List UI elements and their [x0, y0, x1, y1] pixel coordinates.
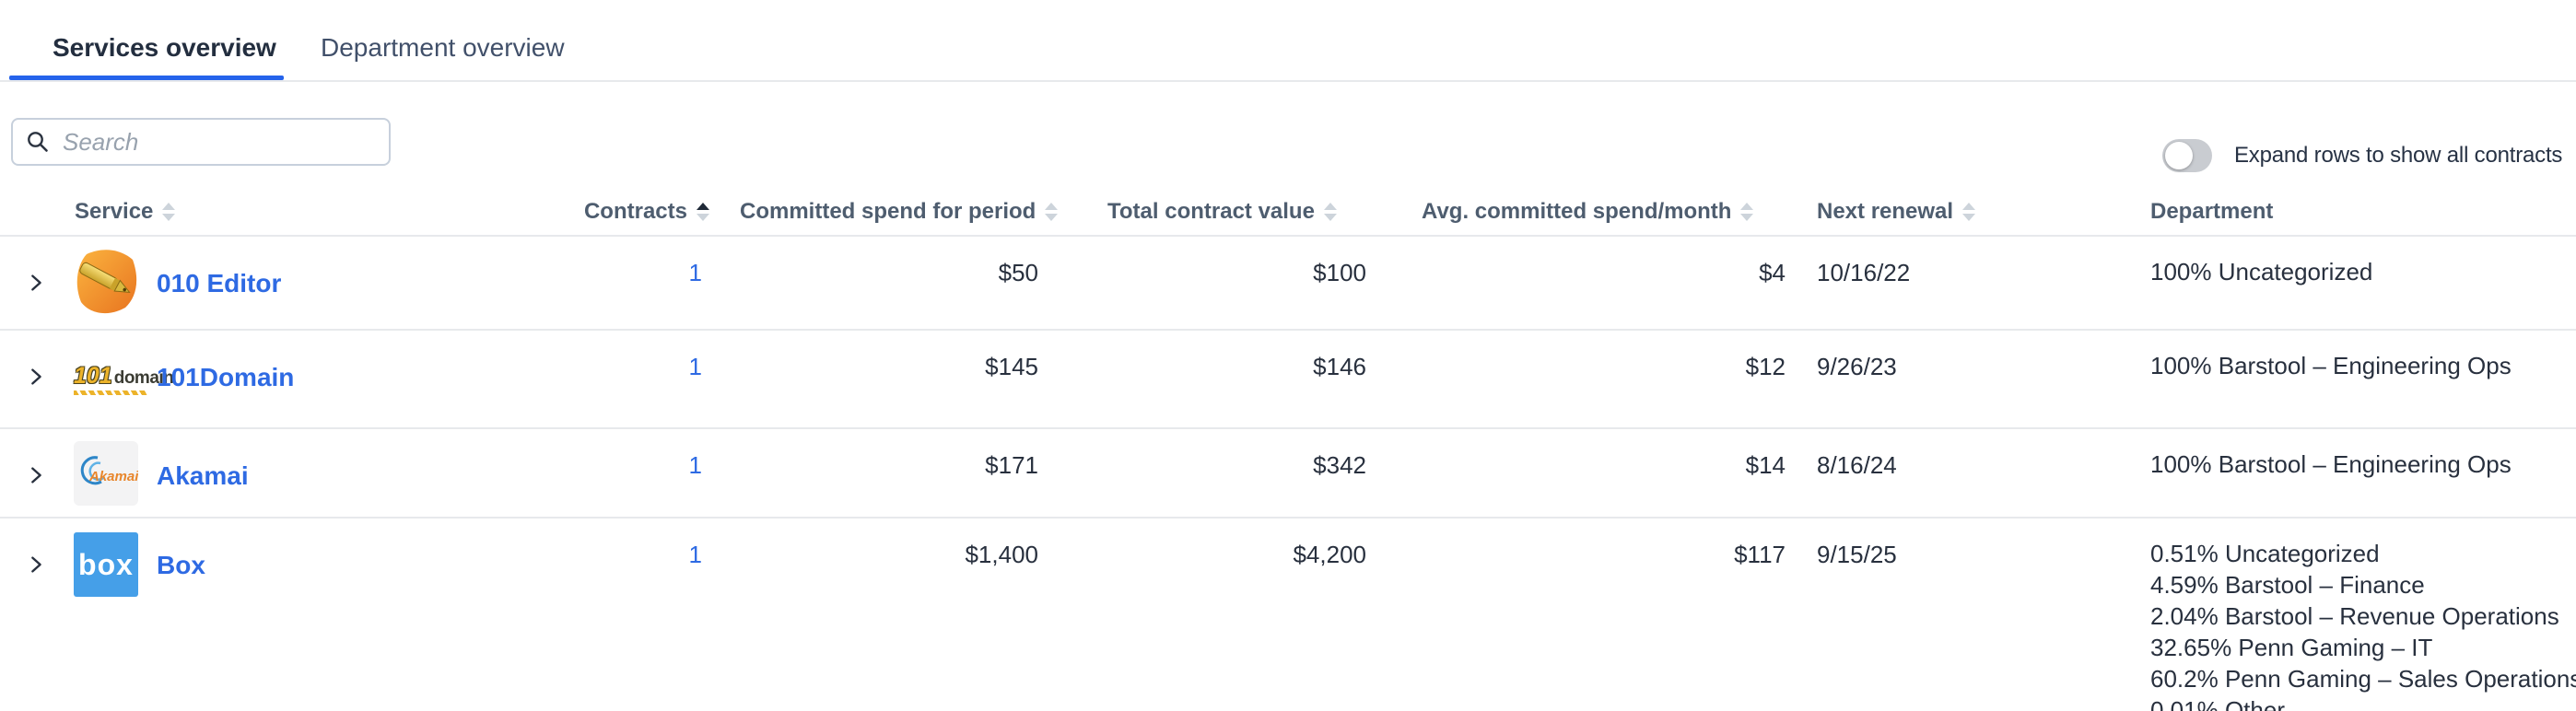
sort-icon[interactable] [1323, 203, 1337, 221]
department-line: 2.04% Barstool – Revenue Operations [2150, 602, 2559, 630]
department-line: 0.51% Uncategorized [2150, 540, 2380, 567]
tab-services-overview[interactable]: Services overview [53, 33, 276, 62]
logo-text: Akamai [88, 469, 138, 484]
contracts-count-link[interactable]: 1 [688, 353, 702, 380]
search-box[interactable] [11, 118, 391, 166]
committed-spend-value: $171 [985, 451, 1038, 479]
avg-spend-value: $4 [1759, 259, 1786, 286]
column-header-service[interactable]: Service [75, 189, 176, 235]
department-line: 4.59% Barstool – Finance [2150, 571, 2425, 599]
logo-text: domain [113, 368, 174, 388]
table-row: 101 domain 101Domain 1 $145 $146 $12 9/2… [0, 331, 2576, 429]
contracts-count-link[interactable]: 1 [688, 259, 702, 286]
search-icon [28, 132, 48, 152]
sort-icon[interactable] [1740, 203, 1754, 221]
sort-icon[interactable] [162, 203, 176, 221]
department-breakdown: 100% Uncategorized [2150, 256, 2372, 287]
column-header-next-renewal[interactable]: Next renewal [1817, 189, 1976, 235]
column-header-label: Avg. committed spend/month [1422, 199, 1732, 224]
department-line: 100% Barstool – Engineering Ops [2150, 450, 2512, 478]
toggle-knob [2165, 142, 2193, 169]
column-header-label: Committed spend for period [740, 199, 1036, 224]
total-contract-value: $100 [1313, 259, 1366, 286]
service-link[interactable]: Akamai [157, 461, 249, 490]
column-header-label: Department [2150, 199, 2274, 224]
column-header-avg-spend[interactable]: Avg. committed spend/month [1422, 189, 1754, 235]
contracts-count-link[interactable]: 1 [688, 451, 702, 479]
column-header-committed-spend[interactable]: Committed spend for period [740, 189, 1059, 235]
next-renewal-date: 9/15/25 [1817, 541, 1897, 568]
service-logo-akamai-icon: Akamai [74, 441, 138, 506]
department-breakdown: 0.51% Uncategorized 4.59% Barstool – Fin… [2150, 538, 2576, 711]
expand-chevron-icon[interactable] [26, 273, 46, 293]
search-input[interactable] [61, 126, 376, 157]
sort-icon-asc[interactable] [697, 203, 709, 221]
total-contract-value: $342 [1313, 451, 1366, 479]
column-header-label: Next renewal [1817, 199, 1954, 224]
logo-hatch-stripe [74, 390, 147, 395]
tab-department-overview[interactable]: Department overview [321, 33, 565, 62]
service-link[interactable]: Box [157, 551, 205, 579]
table-row: Akamai Akamai 1 $171 $342 $14 8/16/24 10… [0, 429, 2576, 519]
department-line: 32.65% Penn Gaming – IT [2150, 634, 2433, 661]
department-line: 60.2% Penn Gaming – Sales Operations [2150, 665, 2576, 693]
department-line: 0.01% Other [2150, 696, 2285, 711]
avg-spend-value: $12 [1745, 353, 1786, 380]
service-logo-box-icon: box [74, 532, 138, 597]
active-tab-underline [9, 76, 284, 80]
sort-icon[interactable] [1045, 203, 1059, 221]
committed-spend-value: $1,400 [965, 541, 1038, 568]
department-breakdown: 100% Barstool – Engineering Ops [2150, 449, 2512, 480]
next-renewal-date: 8/16/24 [1817, 451, 1897, 479]
column-header-label: Contracts [583, 199, 687, 224]
total-contract-value: $4,200 [1293, 541, 1366, 568]
service-logo-010-editor-icon [74, 249, 140, 320]
column-header-label: Service [75, 199, 154, 224]
column-header-label: Total contract value [1107, 199, 1315, 224]
avg-spend-value: $14 [1745, 451, 1786, 479]
column-header-total-contract-value[interactable]: Total contract value [1107, 189, 1337, 235]
column-header-contracts[interactable]: Contracts [516, 189, 709, 235]
table-row: box Box 1 $1,400 $4,200 $117 9/15/25 0.5… [0, 519, 2576, 711]
contracts-count-link[interactable]: 1 [688, 541, 702, 568]
expand-chevron-icon[interactable] [26, 554, 46, 575]
table-header-row: Service Contracts Committed spend for pe… [0, 189, 2576, 237]
service-logo-101domain-icon: 101 domain [74, 363, 174, 395]
logo-text: 101 [74, 363, 112, 389]
next-renewal-date: 10/16/22 [1817, 259, 1911, 286]
logo-text: box [78, 547, 134, 581]
expand-chevron-icon[interactable] [26, 367, 46, 387]
department-breakdown: 100% Barstool – Engineering Ops [2150, 350, 2512, 381]
department-line: 100% Uncategorized [2150, 258, 2373, 286]
column-header-department: Department [2150, 189, 2273, 235]
service-link[interactable]: 101Domain [157, 363, 295, 391]
expand-rows-toggle-label: Expand rows to show all contracts [2234, 143, 2563, 168]
next-renewal-date: 9/26/23 [1817, 353, 1897, 380]
avg-spend-value: $117 [1734, 541, 1786, 568]
committed-spend-value: $50 [998, 259, 1038, 286]
total-contract-value: $146 [1313, 353, 1366, 380]
sort-icon[interactable] [1962, 203, 1976, 221]
expand-chevron-icon[interactable] [26, 465, 46, 485]
tab-bar: Services overview Department overview [0, 0, 2576, 82]
service-link[interactable]: 010 Editor [157, 269, 282, 297]
table-row: 010 Editor 1 $50 $100 $4 10/16/22 100% U… [0, 237, 2576, 331]
department-line: 100% Barstool – Engineering Ops [2150, 352, 2512, 379]
committed-spend-value: $145 [985, 353, 1038, 380]
expand-rows-toggle[interactable] [2162, 139, 2212, 172]
